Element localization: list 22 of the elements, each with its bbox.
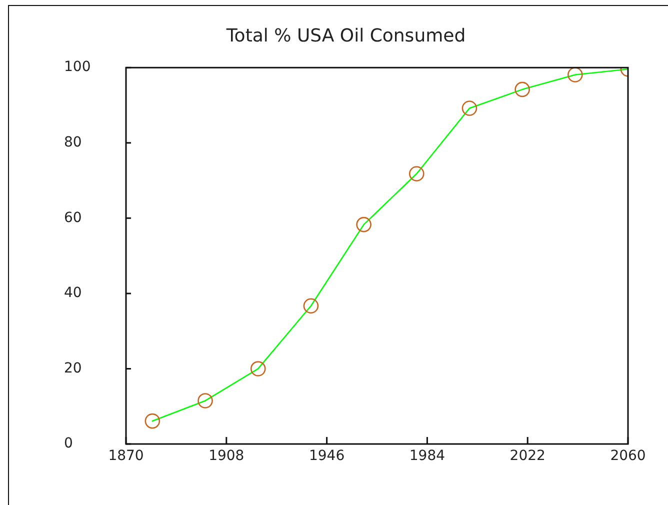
x-tick-label: 1946: [308, 448, 345, 464]
y-tick-label: 100: [64, 59, 91, 76]
x-tick-label: 1870: [108, 448, 144, 464]
point: [198, 393, 213, 408]
y-tick-label: 80: [64, 134, 82, 151]
x-tick-label: 2022: [510, 448, 546, 464]
point: [568, 68, 583, 82]
y-tick-label: 60: [64, 210, 82, 226]
y-tick-label: 20: [64, 360, 82, 376]
point: [462, 100, 478, 116]
point: [144, 413, 160, 429]
point: [514, 82, 530, 98]
point: [356, 216, 372, 232]
x-tick-label: 1908: [208, 448, 244, 464]
chart-title: Total % USA Oil Consumed: [225, 25, 466, 46]
point: [250, 361, 266, 376]
x-tick-label: 1984: [409, 448, 446, 464]
point: [303, 298, 319, 314]
point: [408, 166, 424, 182]
y-tick-label: 0: [64, 436, 73, 452]
y-tick-label: 40: [64, 285, 82, 302]
x-tick-label: 2060: [610, 448, 646, 464]
